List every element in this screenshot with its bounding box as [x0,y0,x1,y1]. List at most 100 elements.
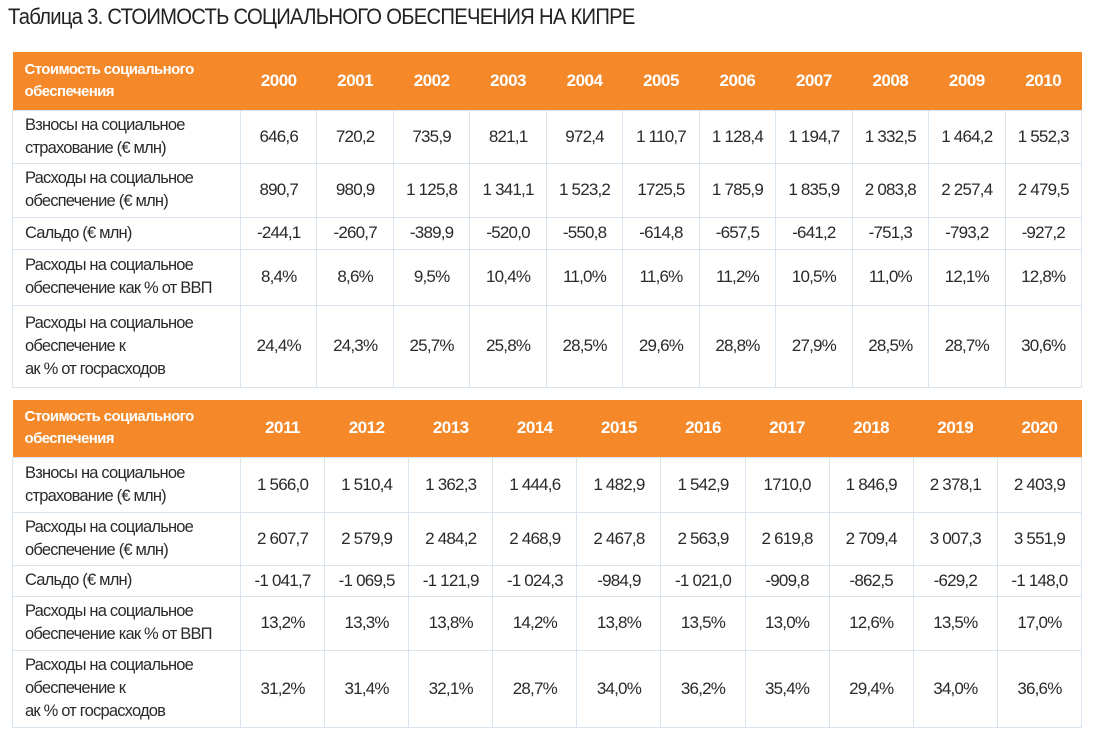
value-cell: 3 007,3 [912,511,998,566]
value-cell: 1 332,5 [851,109,930,164]
header-label: Стоимость социального обеспечения [12,52,241,110]
row-label: Взносы на социальное страхование (€ млн) [12,456,241,513]
header-row: Стоимость социального обеспечения 2000 2001… [12,52,1082,110]
row-label: Сальдо (€ млн) [12,216,241,250]
value-cell: 12,1% [928,248,1006,306]
table-row: Взносы на социальное страхование (€ млн) 1… [12,456,1083,513]
value-cell: 13,2% [239,595,326,651]
year-header: 2004 [546,52,623,110]
cost-table-2000-2010: Стоимость социального обеспечения 2000 2001… [12,52,1083,388]
value-cell: 28,7% [492,649,578,728]
value-cell: -244,1 [239,216,318,250]
year-header: 2014 [492,400,577,457]
value-cell: -927,2 [1004,216,1083,250]
table-row: Расходы на социальное обеспечение (€ млн)… [12,511,1083,566]
value-cell: 28,7% [928,304,1006,388]
value-cell: 28,5% [545,304,624,388]
table-row: Сальдо (€ млн) -244,1 -260,7 -389,9 -520,0 -5… [12,216,1083,250]
value-cell: 34,0% [576,649,662,728]
value-cell: 821,1 [469,109,547,164]
value-cell: -1 041,7 [239,564,326,597]
value-cell: 2 468,9 [492,511,578,566]
year-header: 2008 [852,52,929,110]
value-cell: 32,1% [408,649,494,728]
value-cell: 1 542,9 [660,456,746,513]
value-cell: 11,6% [622,248,700,306]
value-cell: 10,5% [775,248,853,306]
value-cell: 25,8% [469,304,547,388]
value-cell: 890,7 [239,162,318,218]
value-cell: 13,5% [912,595,998,651]
row-label: Расходы на социальное обеспечение (€ млн) [12,511,241,566]
value-cell: 24,4% [239,304,318,388]
value-cell: 2 709,4 [828,511,914,566]
value-cell: 1 194,7 [775,109,853,164]
year-header: 2006 [699,52,776,110]
value-cell: -1 024,3 [492,564,578,597]
table-title: Таблица 3. СТОИМОСТЬ СОЦИАЛЬНОГО ОБЕСПЕЧ… [8,4,635,29]
value-cell: 36,2% [660,649,746,728]
value-cell: 1 835,9 [775,162,853,218]
value-cell: 17,0% [996,595,1083,651]
value-cell: 1 523,2 [545,162,624,218]
value-cell: 1 444,6 [492,456,578,513]
value-cell: 2 607,7 [239,511,326,566]
year-header: 2009 [928,52,1006,110]
table-row: Расходы на социальное обеспечение (€ млн)… [12,162,1083,218]
value-cell: 13,5% [660,595,746,651]
value-cell: 2 484,2 [408,511,494,566]
value-cell: 11,0% [851,248,930,306]
year-header: 2013 [408,400,493,457]
value-cell: 13,8% [408,595,494,651]
value-cell: 36,6% [996,649,1083,728]
value-cell: 8,4% [239,248,318,306]
value-cell: 2 563,9 [660,511,746,566]
value-cell: 13,8% [576,595,662,651]
value-cell: 31,2% [239,649,326,728]
value-cell: 13,0% [744,595,830,651]
row-label: Взносы на социальное страхование (€ млн) [12,109,241,164]
value-cell: 1 110,7 [622,109,700,164]
value-cell: -260,7 [316,216,394,250]
row-label: Сальдо (€ млн) [12,564,241,597]
value-cell: -657,5 [698,216,777,250]
value-cell: 1 341,1 [469,162,547,218]
year-header: 2003 [469,52,547,110]
value-cell: 1 362,3 [408,456,494,513]
year-header: 2010 [1005,52,1082,110]
year-header: 2001 [316,52,394,110]
year-header: 2016 [660,400,746,457]
value-cell: 29,6% [622,304,700,388]
value-cell: 25,7% [392,304,471,388]
value-cell: 24,3% [316,304,394,388]
header-row: Стоимость социального обеспечения 2011 2012… [12,400,1082,457]
table-row: Взносы на социальное страхование (€ млн) 6… [12,109,1083,164]
value-cell: -550,8 [545,216,624,250]
value-cell: 10,4% [469,248,547,306]
value-cell: 2 257,4 [928,162,1006,218]
value-cell: -984,9 [576,564,662,597]
value-cell: -793,2 [928,216,1006,250]
value-cell: 1 846,9 [828,456,914,513]
value-cell: 2 467,8 [576,511,662,566]
value-cell: 2 579,9 [324,511,410,566]
value-cell: 11,2% [698,248,777,306]
value-cell: 9,5% [392,248,471,306]
cost-table-2011-2020: Стоимость социального обеспечения 2011 2012… [12,400,1083,728]
value-cell: 735,9 [392,109,471,164]
value-cell: 720,2 [316,109,394,164]
value-cell: 14,2% [492,595,578,651]
value-cell: 1 482,9 [576,456,662,513]
header-label: Стоимость социального обеспечения [12,400,241,457]
value-cell: 29,4% [828,649,914,728]
year-header: 2012 [324,400,409,457]
value-cell: 1710,0 [744,456,830,513]
value-cell: -629,2 [912,564,998,597]
value-cell: 28,5% [851,304,930,388]
